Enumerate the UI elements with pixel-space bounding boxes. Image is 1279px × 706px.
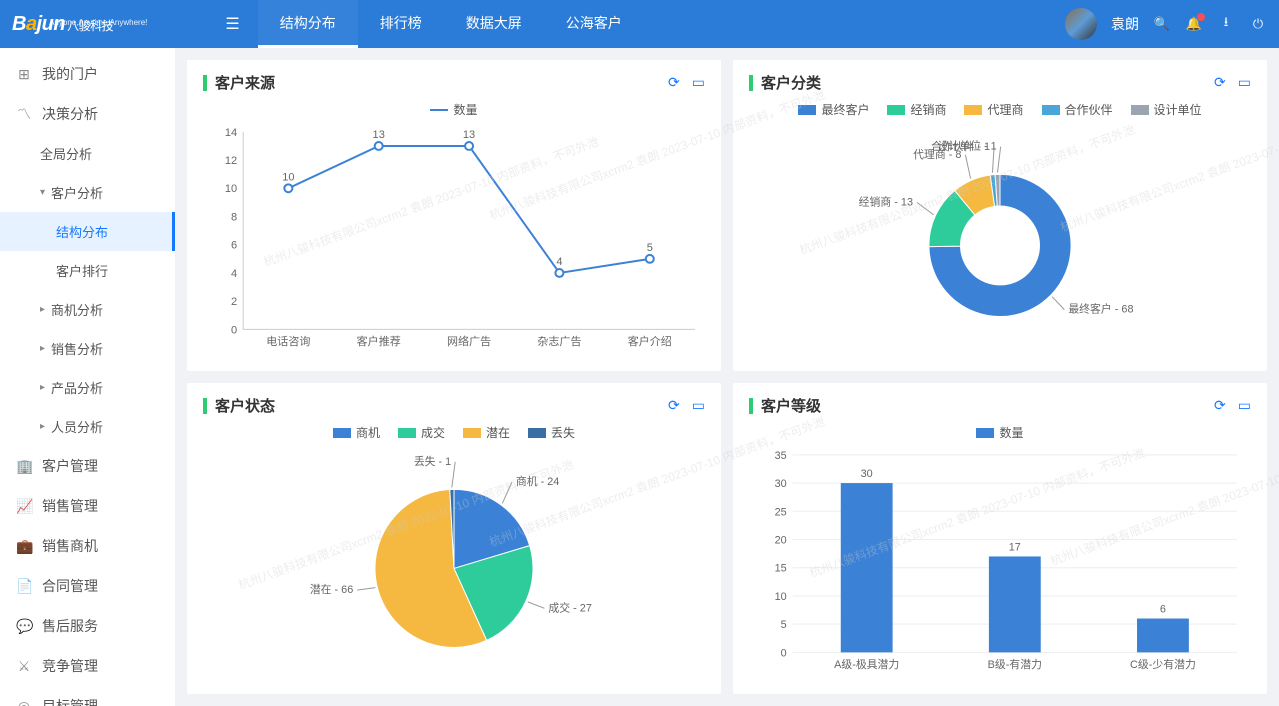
sidebar-item[interactable]: 🏢客户管理 xyxy=(0,446,175,486)
avatar[interactable] xyxy=(1065,8,1097,40)
svg-text:10: 10 xyxy=(225,183,237,195)
card-title: 客户状态 xyxy=(215,395,275,416)
refresh-icon[interactable]: ⟳ xyxy=(1214,74,1226,91)
top-bar: Bajun 八骏科技 Anyone,Anytime,Anywhere! ☰ 结构… xyxy=(0,0,1279,48)
power-icon[interactable]: ⏻ xyxy=(1249,15,1267,33)
svg-text:C级-少有潜力: C级-少有潜力 xyxy=(1130,657,1196,671)
svg-text:B级-有潜力: B级-有潜力 xyxy=(988,657,1042,671)
svg-text:最终客户 - 68: 最终客户 - 68 xyxy=(1068,302,1133,316)
top-tab[interactable]: 排行榜 xyxy=(358,0,444,48)
svg-text:潜在 - 66: 潜在 - 66 xyxy=(310,582,353,596)
svg-text:30: 30 xyxy=(861,468,873,480)
svg-text:30: 30 xyxy=(775,478,787,490)
svg-text:杂志广告: 杂志广告 xyxy=(537,335,581,348)
expand-icon[interactable]: ▭ xyxy=(1238,74,1251,91)
sidebar-item[interactable]: ◎目标管理 xyxy=(0,686,175,706)
sidebar-item[interactable]: ▸商机分析 xyxy=(0,290,175,329)
svg-text:14: 14 xyxy=(225,127,237,139)
sidebar-item[interactable]: 全局分析 xyxy=(0,134,175,173)
svg-text:10: 10 xyxy=(282,171,294,183)
expand-icon[interactable]: ▭ xyxy=(1238,397,1251,414)
svg-text:经销商 - 13: 经销商 - 13 xyxy=(859,194,913,208)
expand-icon[interactable]: ▭ xyxy=(692,74,705,91)
svg-text:A级-极具潜力: A级-极具潜力 xyxy=(834,657,899,671)
svg-text:4: 4 xyxy=(231,268,237,280)
card-title: 客户来源 xyxy=(215,72,275,93)
sidebar-item[interactable]: 📈销售管理 xyxy=(0,486,175,526)
svg-text:25: 25 xyxy=(775,506,787,518)
card-customer-status: 客户状态 ⟳ ▭ 商机成交潜在丢失 杭州八骏科技有限公司xcrm2 袁朗 202… xyxy=(187,383,721,694)
svg-text:丢失 - 1: 丢失 - 1 xyxy=(414,455,451,468)
sidebar-item[interactable]: 〽决策分析 xyxy=(0,94,175,134)
sidebar: ⊞我的门户〽决策分析全局分析▾客户分析结构分布客户排行▸商机分析▸销售分析▸产品… xyxy=(0,48,175,706)
svg-text:13: 13 xyxy=(463,129,475,141)
sidebar-item[interactable]: 💼销售商机 xyxy=(0,526,175,566)
svg-text:12: 12 xyxy=(225,155,237,167)
svg-text:15: 15 xyxy=(775,563,787,575)
refresh-icon[interactable]: ⟳ xyxy=(668,74,680,91)
sidebar-item[interactable]: 💬售后服务 xyxy=(0,606,175,646)
svg-text:商机 - 24: 商机 - 24 xyxy=(516,474,559,488)
svg-text:35: 35 xyxy=(775,450,787,462)
refresh-icon[interactable]: ⟳ xyxy=(1214,397,1226,414)
svg-text:5: 5 xyxy=(781,619,787,631)
svg-text:2: 2 xyxy=(231,296,237,308)
svg-text:0: 0 xyxy=(781,647,787,659)
menu-toggle-icon[interactable]: ☰ xyxy=(225,14,239,34)
download-icon[interactable]: ⭳ xyxy=(1217,15,1235,33)
card-customer-level: 客户等级 ⟳ ▭ 数量 杭州八骏科技有限公司xcrm2 袁朗 2023-07-1… xyxy=(733,383,1267,694)
top-tab[interactable]: 结构分布 xyxy=(258,0,358,48)
content-grid: 客户来源 ⟳ ▭ 数量 杭州八骏科技有限公司xcrm2 袁朗 2023-07-1… xyxy=(175,48,1279,706)
card-customer-source: 客户来源 ⟳ ▭ 数量 杭州八骏科技有限公司xcrm2 袁朗 2023-07-1… xyxy=(187,60,721,371)
top-tabs: 结构分布排行榜数据大屏公海客户 xyxy=(258,0,644,48)
search-icon[interactable]: 🔍 xyxy=(1153,15,1171,33)
expand-icon[interactable]: ▭ xyxy=(692,397,705,414)
svg-text:客户推荐: 客户推荐 xyxy=(357,334,401,348)
svg-text:0: 0 xyxy=(231,324,237,336)
card-customer-category: 客户分类 ⟳ ▭ 最终客户经销商代理商合作伙伴设计单位 杭州八骏科技有限公司xc… xyxy=(733,60,1267,371)
svg-text:8: 8 xyxy=(231,212,237,224)
svg-text:20: 20 xyxy=(775,534,787,546)
sidebar-item[interactable]: 结构分布 xyxy=(0,212,175,251)
sidebar-item[interactable]: 📄合同管理 xyxy=(0,566,175,606)
username: 袁朗 xyxy=(1111,14,1139,34)
refresh-icon[interactable]: ⟳ xyxy=(668,397,680,414)
sidebar-item[interactable]: ▸产品分析 xyxy=(0,368,175,407)
sidebar-item[interactable]: ⊞我的门户 xyxy=(0,54,175,94)
svg-text:客户介绍: 客户介绍 xyxy=(628,334,672,348)
card-title: 客户分类 xyxy=(761,72,821,93)
sidebar-item[interactable]: ▸销售分析 xyxy=(0,329,175,368)
svg-text:成交 - 27: 成交 - 27 xyxy=(548,600,591,614)
svg-text:设计单位 - 1: 设计单位 - 1 xyxy=(938,139,997,153)
svg-text:13: 13 xyxy=(373,129,385,141)
sidebar-item[interactable]: ▸人员分析 xyxy=(0,407,175,446)
svg-text:17: 17 xyxy=(1009,542,1021,554)
card-title: 客户等级 xyxy=(761,395,821,416)
svg-text:10: 10 xyxy=(775,591,787,603)
top-tab[interactable]: 公海客户 xyxy=(544,0,644,48)
sidebar-item[interactable]: 客户排行 xyxy=(0,251,175,290)
svg-text:4: 4 xyxy=(556,256,562,268)
svg-text:网络广告: 网络广告 xyxy=(447,334,491,348)
sidebar-item[interactable]: ⚔竞争管理 xyxy=(0,646,175,686)
top-tab[interactable]: 数据大屏 xyxy=(444,0,544,48)
svg-text:6: 6 xyxy=(1160,604,1166,616)
svg-text:6: 6 xyxy=(231,240,237,252)
brand-tagline: Anyone,Anytime,Anywhere! xyxy=(49,18,147,27)
svg-text:5: 5 xyxy=(647,242,653,254)
sidebar-item[interactable]: ▾客户分析 xyxy=(0,173,175,212)
notifications-icon[interactable]: 🔔 xyxy=(1185,15,1203,33)
svg-text:电话咨询: 电话咨询 xyxy=(266,334,310,348)
